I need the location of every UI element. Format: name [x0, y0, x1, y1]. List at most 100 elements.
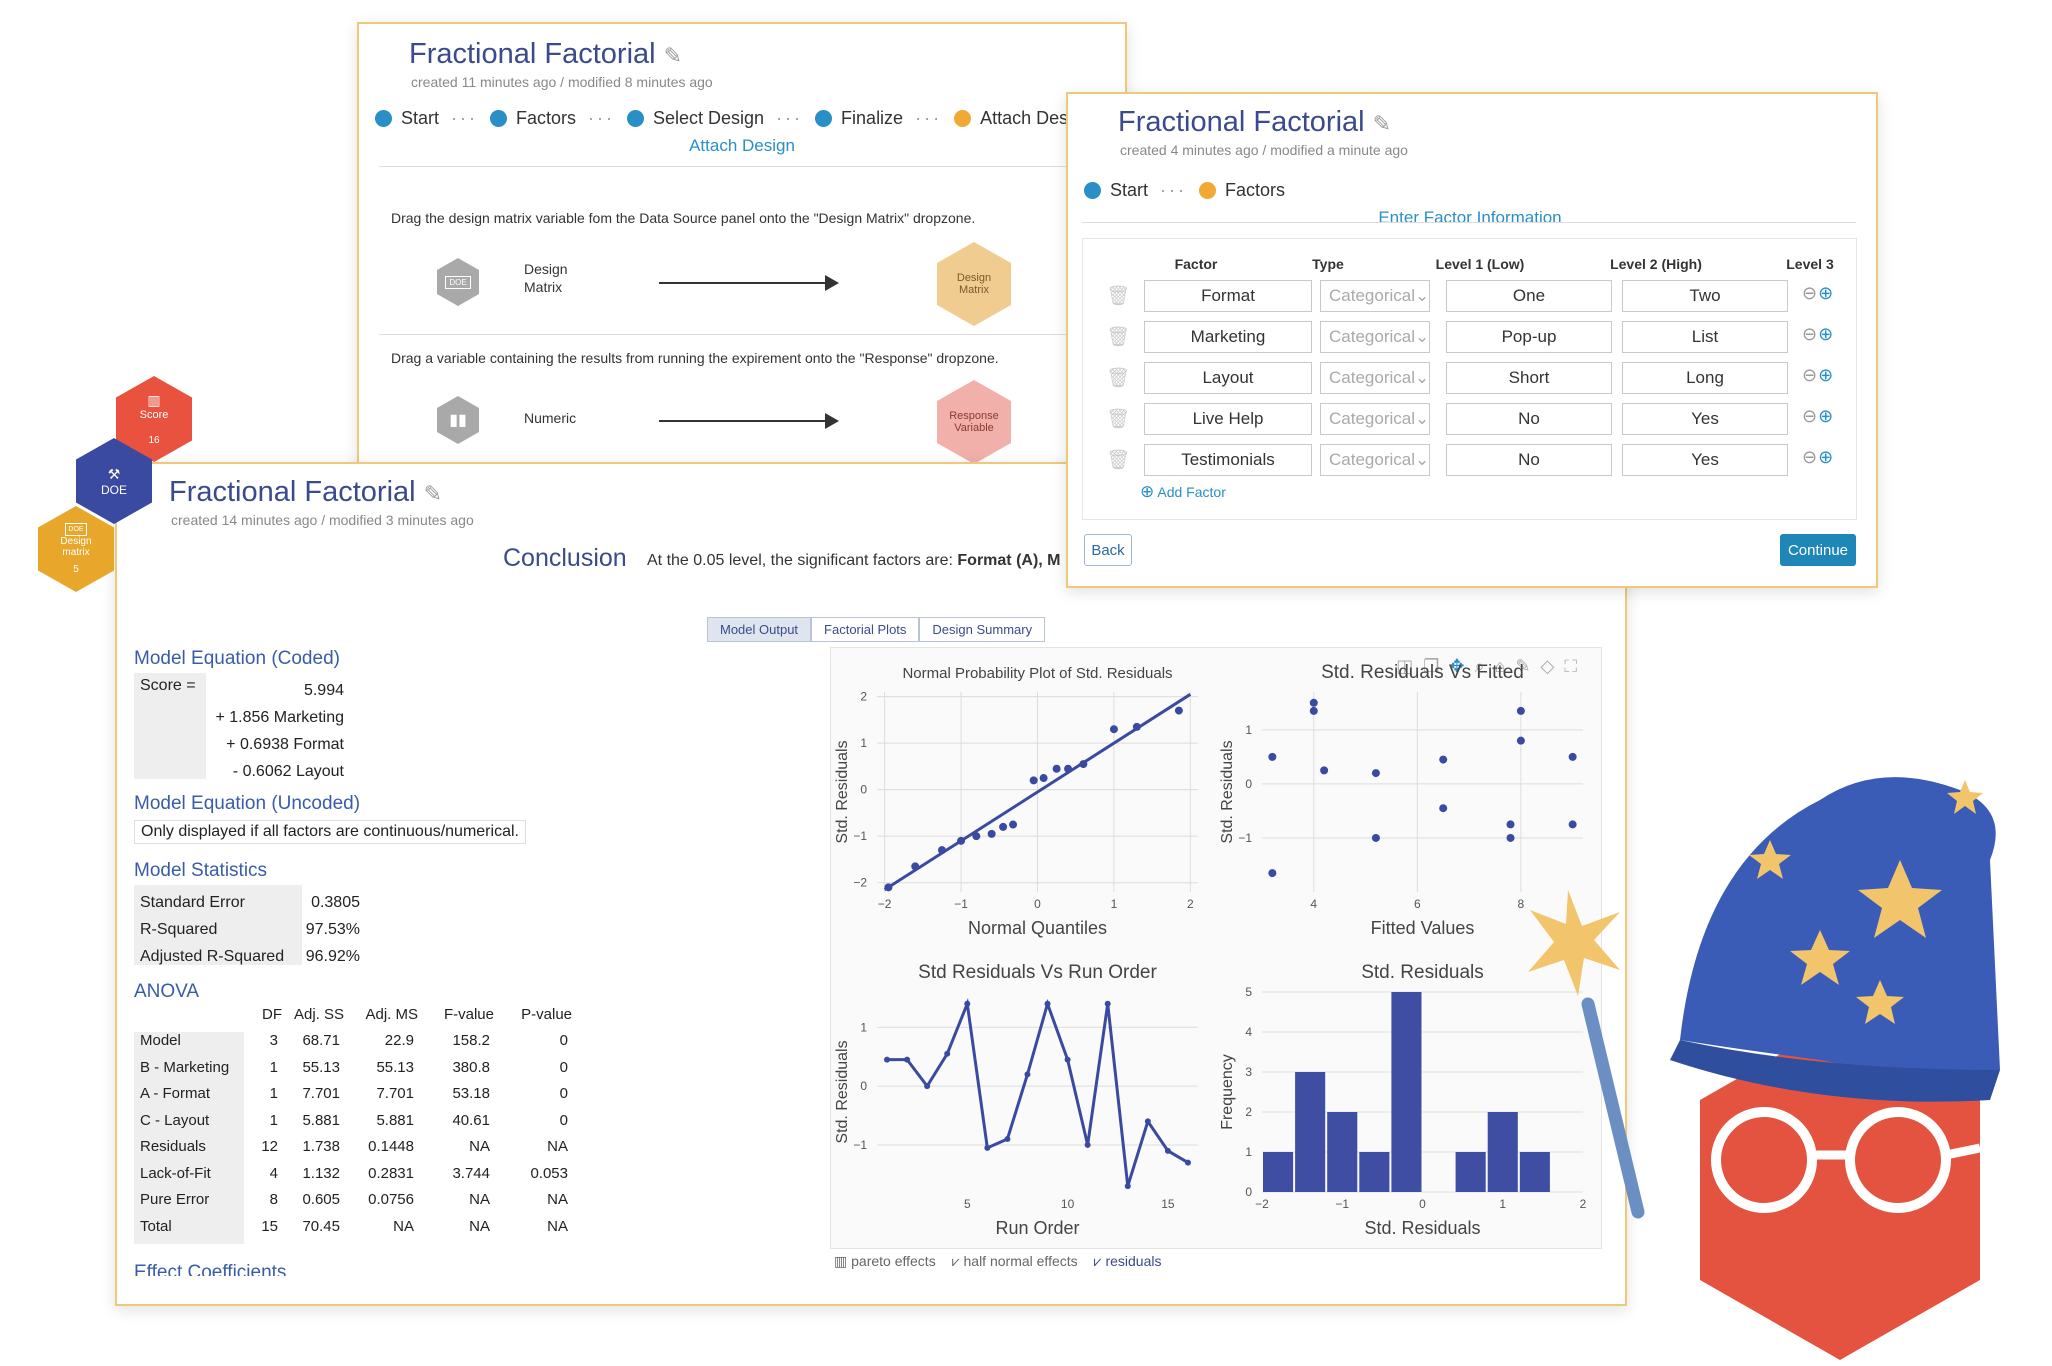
data-point	[1024, 1071, 1031, 1078]
factor-type-select[interactable]: Categorical ⌄	[1320, 362, 1430, 394]
level1-input[interactable]: No	[1446, 403, 1612, 435]
step-factors[interactable]: Factors	[490, 108, 576, 129]
factor-table-header: Factor	[1174, 256, 1218, 272]
design-matrix-dropzone[interactable]: Design Matrix	[937, 242, 1011, 326]
step-finalize[interactable]: Finalize	[815, 108, 903, 129]
anova-cell: NA	[547, 1191, 568, 1208]
minus-circle-icon[interactable]: ⊖	[1802, 324, 1819, 344]
drag-arrow-icon	[659, 413, 839, 429]
anova-cell: 7.701	[302, 1085, 340, 1102]
level1-input[interactable]: Pop-up	[1446, 321, 1612, 353]
numeric-variable-icon[interactable]: ▮▮	[437, 396, 479, 444]
doe-badge[interactable]: ⚒ DOE	[76, 438, 152, 524]
pan-icon[interactable]: ✥	[1449, 656, 1475, 676]
factor-type-select[interactable]: Categorical ⌄	[1320, 321, 1430, 353]
copy-icon[interactable]: ❐	[1423, 656, 1450, 676]
model-equation-uncoded-title: Model Equation (Uncoded)	[134, 793, 361, 814]
step-start[interactable]: Start	[1084, 180, 1148, 201]
delete-factor-trash-icon[interactable]: 🗑	[1106, 450, 1131, 471]
level1-input[interactable]: One	[1446, 280, 1612, 312]
x-tick-label: 4	[1310, 897, 1317, 911]
histogram-bar	[1295, 1072, 1326, 1192]
edit-pencil-icon[interactable]: ✎	[423, 481, 443, 506]
tab-residuals[interactable]: ⩗ residuals	[1094, 1253, 1162, 1270]
zoom-icon[interactable]: ⌕	[1474, 656, 1495, 676]
plus-circle-icon[interactable]: ⊕	[1818, 447, 1835, 467]
plus-circle-icon[interactable]: ⊕	[1818, 406, 1835, 426]
back-button[interactable]: Back	[1084, 534, 1132, 566]
equation-lhs: Score =	[140, 677, 196, 694]
factor-name-input[interactable]: Marketing	[1144, 321, 1312, 353]
factor-name-input[interactable]: Layout	[1144, 362, 1312, 394]
level2-input[interactable]: List	[1622, 321, 1788, 353]
delete-factor-trash-icon[interactable]: 🗑	[1106, 327, 1131, 348]
tab-half-normal-effects[interactable]: ⩗ half normal effects	[952, 1253, 1078, 1270]
factor-name-input[interactable]: Testimonials	[1144, 444, 1312, 476]
anova-cell: 68.71	[302, 1032, 340, 1049]
camera-icon[interactable]: ◫	[1396, 656, 1424, 676]
factors-subtitle: Enter Factor Information	[1378, 208, 1562, 227]
minus-circle-icon[interactable]: ⊖	[1802, 406, 1819, 426]
factor-name-input[interactable]: Format	[1144, 280, 1312, 312]
wrench-icon: ⚒	[107, 465, 121, 482]
anova-header: P-value	[521, 1006, 572, 1023]
x-tick-label: 15	[1161, 1197, 1175, 1211]
level1-input[interactable]: Short	[1446, 362, 1612, 394]
anova-title: ANOVA	[134, 981, 200, 1002]
tab-model-output[interactable]: Model Output	[707, 617, 812, 642]
draw-icon[interactable]: ✎	[1515, 656, 1541, 676]
anova-row-label: Lack-of-Fit	[140, 1164, 211, 1182]
residual-plots-panel: ◫❐✥⌕⌂✎◇⛶ Normal Probability Plot of Std.…	[830, 647, 1602, 1249]
step-start[interactable]: Start	[375, 108, 439, 129]
minus-circle-icon[interactable]: ⊖	[1802, 365, 1819, 385]
erase-icon[interactable]: ◇	[1540, 656, 1565, 676]
step-attach-design[interactable]: Attach Design	[954, 108, 1092, 129]
factor-name-input[interactable]: Live Help	[1144, 403, 1312, 435]
delete-factor-trash-icon[interactable]: 🗑	[1106, 409, 1131, 430]
level2-input[interactable]: Yes	[1622, 444, 1788, 476]
continue-button[interactable]: Continue	[1780, 534, 1856, 566]
home-icon[interactable]: ⌂	[1494, 656, 1516, 676]
anova-cell: 8	[269, 1191, 278, 1208]
delete-factor-trash-icon[interactable]: 🗑	[1106, 368, 1131, 389]
anova-cell: 40.61	[452, 1111, 490, 1129]
design-matrix-badge[interactable]: DOE Design matrix 5	[38, 506, 114, 592]
data-point	[884, 883, 893, 892]
step-label: Finalize	[841, 108, 904, 128]
edit-pencil-icon[interactable]: ✎	[1372, 111, 1392, 136]
data-point	[1079, 760, 1088, 769]
tab-pareto-effects[interactable]: ▥ pareto effects	[834, 1253, 936, 1270]
conclusion-sentence: At the 0.05 level, the significant facto…	[647, 552, 958, 569]
factor-type-select[interactable]: Categorical ⌄	[1320, 444, 1430, 476]
factor-type-select[interactable]: Categorical ⌄	[1320, 280, 1430, 312]
data-point	[944, 1050, 951, 1057]
badge-label: matrix	[62, 547, 90, 558]
tab-factorial-plots[interactable]: Factorial Plots	[811, 617, 920, 642]
plus-circle-icon[interactable]: ⊕	[1818, 324, 1835, 344]
add-factor-link[interactable]: ⊕ Add Factor	[1140, 482, 1226, 502]
level2-input[interactable]: Long	[1622, 362, 1788, 394]
tab-design-summary[interactable]: Design Summary	[919, 617, 1046, 642]
plus-circle-icon[interactable]: ⊕	[1818, 365, 1835, 385]
instruction-design-matrix: Drag the design matrix variable fom the …	[391, 210, 976, 226]
divider	[379, 334, 1105, 335]
level1-input[interactable]: No	[1446, 444, 1612, 476]
factor-type-select[interactable]: Categorical ⌄	[1320, 403, 1430, 435]
step-select-design[interactable]: Select Design	[627, 108, 764, 129]
minus-circle-icon[interactable]: ⊖	[1802, 447, 1819, 467]
minus-circle-icon[interactable]: ⊖	[1802, 283, 1819, 303]
design-matrix-source-icon[interactable]: DOE	[437, 258, 479, 306]
step-factors[interactable]: Factors	[1199, 180, 1285, 201]
plus-circle-icon[interactable]: ⊕	[1818, 283, 1835, 303]
level2-input[interactable]: Two	[1622, 280, 1788, 312]
level2-input[interactable]: Yes	[1622, 403, 1788, 435]
anova-cell: 0	[559, 1085, 568, 1102]
factors-window-title: Fractional Factorial ✎	[1118, 106, 1391, 139]
x-tick-label: 10	[1061, 1197, 1075, 1211]
edit-pencil-icon[interactable]: ✎	[663, 43, 683, 68]
fullscreen-icon[interactable]: ⛶	[1564, 656, 1587, 676]
delete-factor-trash-icon[interactable]: 🗑	[1106, 286, 1131, 307]
response-variable-dropzone[interactable]: Response Variable	[937, 380, 1011, 464]
plot-title: Normal Probability Plot of Std. Residual…	[902, 665, 1172, 682]
anova-cell: 0.2831	[368, 1164, 414, 1182]
